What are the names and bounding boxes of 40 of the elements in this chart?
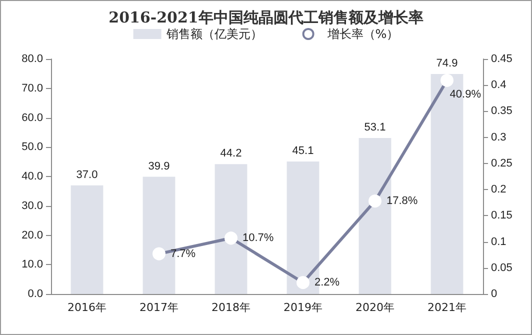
x-tick-label: 2016年 [68,301,106,314]
y2-tick-label: 0.1 [491,236,506,248]
y2-tick-label: 0.15 [491,210,512,222]
x-tick-label: 2021年 [428,301,466,314]
data-label: 2.2% [314,276,340,289]
data-label: 7.7% [170,248,196,260]
y2-tick-label: 0.3 [491,131,506,144]
data-label: 10.7% [242,232,274,244]
x-tick-label: 2018年 [212,301,250,314]
x-tick-label: 2019年 [284,301,322,314]
x-tick-label: 2020年 [356,301,394,314]
y-tick-label: 0.0 [28,288,43,300]
y-tick-label: 10.0 [22,258,43,271]
bar [70,185,104,294]
y-tick-label: 50.0 [22,141,43,154]
legend-label: 增长率（%） [326,27,399,41]
y2-tick-label: 0.05 [491,262,512,274]
data-label: 74.9 [436,57,458,70]
data-label: 45.1 [292,145,314,158]
data-label: 37.0 [76,168,98,181]
data-label: 53.1 [364,122,386,134]
y-tick-label: 70.0 [22,82,43,94]
y-tick-label: 60.0 [22,112,43,124]
data-label: 40.9% [450,88,482,100]
chart-title: 2016-2021年中国纯晶圆代工销售额及增长率 [108,8,424,26]
y2-tick-label: 0.45 [491,53,512,65]
y-tick-label: 20.0 [22,229,43,242]
y-tick-label: 80.0 [22,53,43,65]
legend-label: 销售额（亿美元） [165,27,262,41]
y2-tick-label: 0.25 [491,157,512,170]
data-label: 17.8% [386,195,418,208]
y2-tick-label: 0.4 [491,79,506,92]
y-tick-label: 30.0 [22,200,43,212]
data-label: 44.2 [220,148,242,160]
x-tick-label: 2017年 [140,301,178,314]
y2-tick-label: 0.2 [491,184,506,196]
y-tick-label: 40.0 [22,170,43,182]
y2-tick-label: 0.35 [491,105,512,118]
data-label: 39.9 [148,160,170,172]
y2-tick-label: 0 [491,288,498,300]
